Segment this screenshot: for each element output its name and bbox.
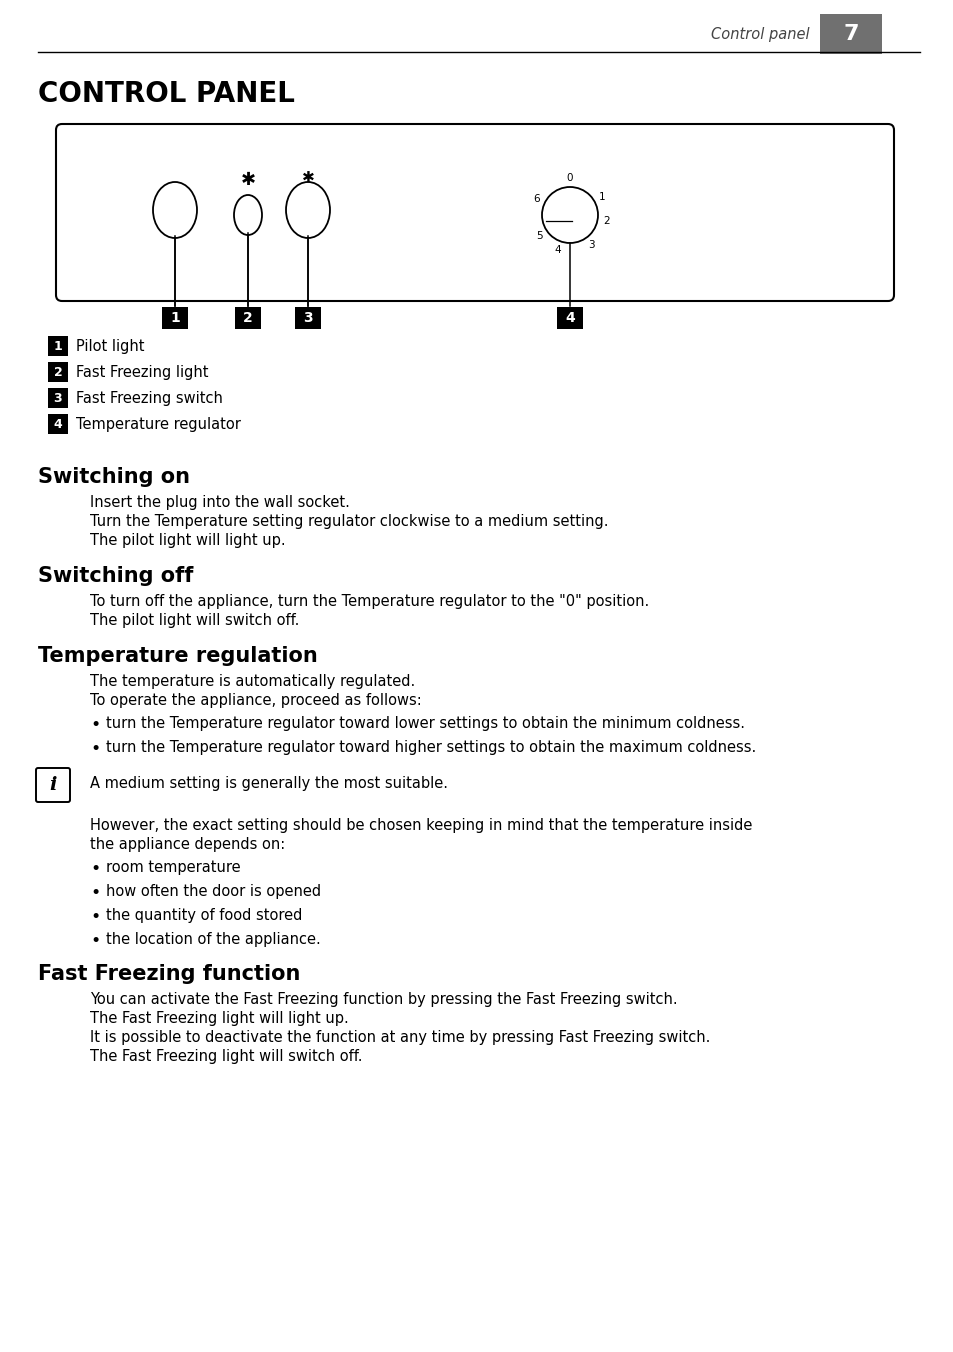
Text: the location of the appliance.: the location of the appliance. xyxy=(106,932,320,946)
FancyBboxPatch shape xyxy=(48,414,68,434)
Text: The pilot light will switch off.: The pilot light will switch off. xyxy=(90,612,299,627)
Text: 6: 6 xyxy=(533,195,539,204)
Text: Insert the plug into the wall socket.: Insert the plug into the wall socket. xyxy=(90,495,350,510)
Text: 0: 0 xyxy=(566,173,573,183)
Text: •: • xyxy=(90,860,100,877)
Text: room temperature: room temperature xyxy=(106,860,240,875)
Text: Switching on: Switching on xyxy=(38,466,190,487)
FancyBboxPatch shape xyxy=(234,307,261,329)
Text: However, the exact setting should be chosen keeping in mind that the temperature: However, the exact setting should be cho… xyxy=(90,818,752,833)
Text: The temperature is automatically regulated.: The temperature is automatically regulat… xyxy=(90,675,415,690)
Text: i: i xyxy=(50,776,56,794)
Text: 4: 4 xyxy=(564,311,575,324)
Text: CONTROL PANEL: CONTROL PANEL xyxy=(38,80,294,108)
Text: The pilot light will light up.: The pilot light will light up. xyxy=(90,533,285,548)
Text: the quantity of food stored: the quantity of food stored xyxy=(106,909,302,923)
Text: 3: 3 xyxy=(587,241,594,250)
Text: The Fast Freezing light will switch off.: The Fast Freezing light will switch off. xyxy=(90,1049,362,1064)
Text: 4: 4 xyxy=(53,418,62,430)
Text: A medium setting is generally the most suitable.: A medium setting is generally the most s… xyxy=(90,776,448,791)
Text: •: • xyxy=(90,717,100,734)
Text: the appliance depends on:: the appliance depends on: xyxy=(90,837,285,852)
Text: 3: 3 xyxy=(303,311,313,324)
FancyBboxPatch shape xyxy=(557,307,582,329)
Text: •: • xyxy=(90,740,100,758)
Text: 2: 2 xyxy=(53,365,62,379)
FancyBboxPatch shape xyxy=(48,388,68,408)
Text: ✱: ✱ xyxy=(240,170,255,189)
Text: 5: 5 xyxy=(536,231,542,241)
FancyBboxPatch shape xyxy=(48,337,68,356)
Text: turn the Temperature regulator toward higher settings to obtain the maximum cold: turn the Temperature regulator toward hi… xyxy=(106,740,756,754)
FancyBboxPatch shape xyxy=(162,307,188,329)
Text: To turn off the appliance, turn the Temperature regulator to the "0" position.: To turn off the appliance, turn the Temp… xyxy=(90,594,649,608)
Text: •: • xyxy=(90,909,100,926)
Text: You can activate the Fast Freezing function by pressing the Fast Freezing switch: You can activate the Fast Freezing funct… xyxy=(90,992,677,1007)
Text: 2: 2 xyxy=(602,216,609,226)
Text: how often the door is opened: how often the door is opened xyxy=(106,884,321,899)
Text: To operate the appliance, proceed as follows:: To operate the appliance, proceed as fol… xyxy=(90,694,421,708)
FancyBboxPatch shape xyxy=(294,307,320,329)
Text: Fast Freezing switch: Fast Freezing switch xyxy=(76,391,223,406)
FancyBboxPatch shape xyxy=(56,124,893,301)
Text: 3: 3 xyxy=(53,392,62,404)
Text: Fast Freezing light: Fast Freezing light xyxy=(76,365,209,380)
Text: 1: 1 xyxy=(170,311,180,324)
FancyBboxPatch shape xyxy=(820,14,882,54)
Text: It is possible to deactivate the function at any time by pressing Fast Freezing : It is possible to deactivate the functio… xyxy=(90,1030,710,1045)
Text: turn the Temperature regulator toward lower settings to obtain the minimum coldn: turn the Temperature regulator toward lo… xyxy=(106,717,744,731)
Text: 7: 7 xyxy=(842,24,858,45)
Text: Temperature regulator: Temperature regulator xyxy=(76,416,240,431)
Text: •: • xyxy=(90,932,100,950)
Text: 2: 2 xyxy=(243,311,253,324)
Text: 4: 4 xyxy=(554,245,560,254)
Text: ✱: ✱ xyxy=(301,170,314,185)
Text: •: • xyxy=(90,884,100,902)
Text: Switching off: Switching off xyxy=(38,566,193,585)
FancyBboxPatch shape xyxy=(48,362,68,383)
Text: The Fast Freezing light will light up.: The Fast Freezing light will light up. xyxy=(90,1011,349,1026)
FancyBboxPatch shape xyxy=(36,768,70,802)
Text: Fast Freezing function: Fast Freezing function xyxy=(38,964,300,984)
Text: 1: 1 xyxy=(598,192,605,201)
Text: Turn the Temperature setting regulator clockwise to a medium setting.: Turn the Temperature setting regulator c… xyxy=(90,514,608,529)
Text: 1: 1 xyxy=(53,339,62,353)
Text: Pilot light: Pilot light xyxy=(76,338,144,353)
Text: Temperature regulation: Temperature regulation xyxy=(38,646,317,667)
Text: Control panel: Control panel xyxy=(711,27,809,42)
